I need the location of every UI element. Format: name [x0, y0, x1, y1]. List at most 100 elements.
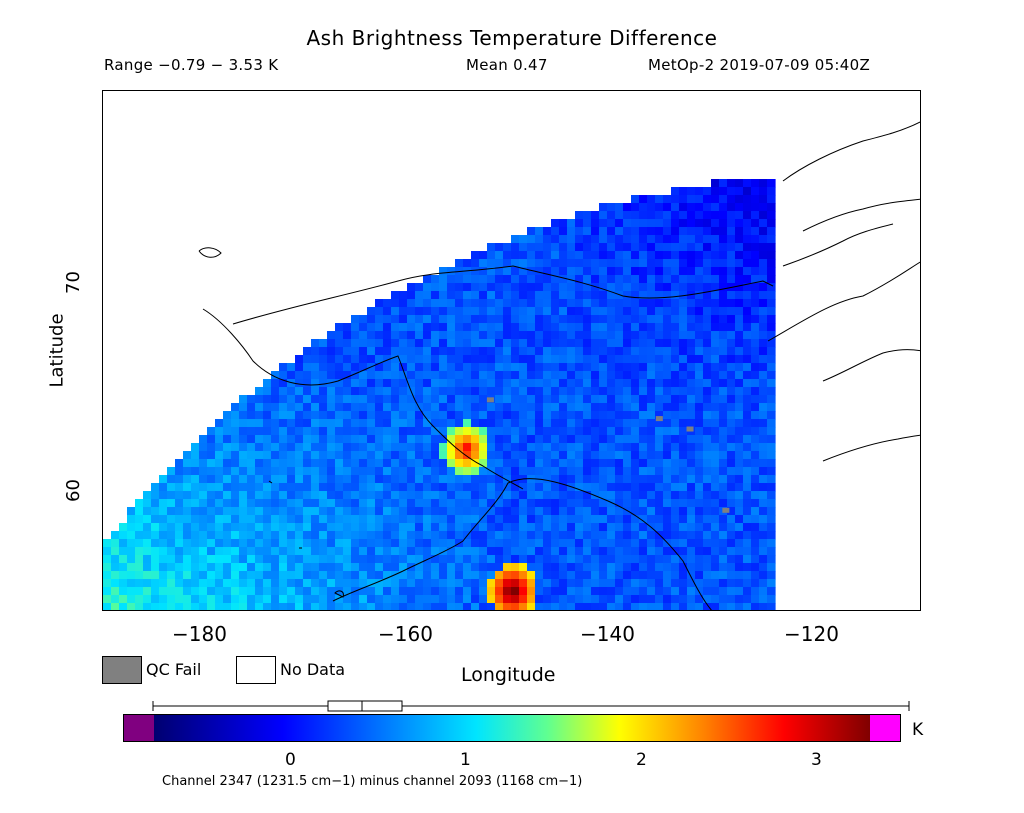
swath-cell: [719, 243, 728, 252]
swath-cell: [623, 307, 632, 316]
swath-cell: [383, 323, 392, 332]
swath-cell: [639, 291, 648, 300]
swath-cell: [631, 491, 640, 500]
swath-cell: [495, 507, 504, 516]
swath-cell: [367, 347, 376, 356]
swath-cell: [551, 267, 560, 276]
swath-cell: [279, 603, 288, 610]
swath-cell: [151, 555, 160, 564]
swath-cell: [431, 603, 440, 610]
swath-cell: [759, 315, 768, 324]
swath-cell: [727, 243, 736, 252]
swath-cell: [159, 555, 168, 564]
swath-cell: [191, 587, 200, 596]
swath-cell: [687, 275, 696, 284]
swath-cell: [759, 259, 768, 268]
swath-cell: [199, 563, 208, 572]
swath-cell: [655, 523, 664, 532]
swath-cell: [463, 379, 472, 388]
swath-cell: [383, 499, 392, 508]
swath-cell: [567, 403, 576, 412]
swath-cell: [623, 203, 632, 212]
swath-cell: [655, 347, 664, 356]
swath-cell: [383, 467, 392, 476]
swath-cell: [223, 595, 232, 604]
swath-cell: [423, 283, 432, 292]
swath-cell: [447, 451, 456, 460]
swath-cell: [135, 523, 144, 532]
swath-cell: [615, 587, 624, 596]
swath-cell: [679, 307, 688, 316]
swath-cell: [719, 411, 728, 420]
swath-cell: [767, 579, 776, 588]
swath-cell: [247, 531, 256, 540]
swath-cell: [231, 523, 240, 532]
swath-cell: [391, 339, 400, 348]
swath-cell: [423, 467, 432, 476]
swath-cell: [519, 355, 528, 364]
swath-cell: [407, 379, 416, 388]
swath-cell: [199, 595, 208, 604]
swath-cell: [463, 419, 472, 428]
swath-cell: [511, 547, 520, 556]
swath-cell: [535, 571, 544, 580]
swath-cell: [583, 387, 592, 396]
swath-cell: [447, 603, 456, 610]
swath-cell: [167, 595, 176, 604]
swath-cell: [423, 371, 432, 380]
swath-cell: [351, 411, 360, 420]
swath-cell: [607, 275, 616, 284]
swath-cell: [719, 371, 728, 380]
swath-cell: [679, 347, 688, 356]
swath-cell: [303, 595, 312, 604]
swath-cell: [567, 379, 576, 388]
swath-cell: [671, 315, 680, 324]
swath-cell: [671, 523, 680, 532]
swath-cell: [143, 587, 152, 596]
swath-cell: [271, 451, 280, 460]
swath-cell: [711, 259, 720, 268]
swath-cell: [519, 555, 528, 564]
swath-cell: [359, 371, 368, 380]
swath-cell: [559, 435, 568, 444]
swath-cell: [559, 475, 568, 484]
swath-cell: [167, 587, 176, 596]
coastline-segment: [822, 434, 920, 462]
swath-cell: [231, 467, 240, 476]
swath-cell: [647, 371, 656, 380]
swath-cell: [759, 299, 768, 308]
swath-cell: [615, 555, 624, 564]
swath-cell: [615, 395, 624, 404]
swath-cell: [415, 371, 424, 380]
swath-cell: [751, 563, 760, 572]
swath-cell: [455, 523, 464, 532]
swath-cell: [239, 539, 248, 548]
swath-cell: [671, 339, 680, 348]
swath-cell: [767, 547, 776, 556]
swath-cell: [135, 499, 144, 508]
swath-cell: [367, 443, 376, 452]
swath-cell: [559, 499, 568, 508]
swath-cell: [199, 499, 208, 508]
swath-cell: [183, 507, 192, 516]
swath-cell: [527, 539, 536, 548]
swath-cell: [239, 427, 248, 436]
swath-cell: [375, 299, 384, 308]
swath-cell: [527, 283, 536, 292]
swath-cell: [663, 211, 672, 220]
swath-cell: [703, 299, 712, 308]
swath-cell: [311, 491, 320, 500]
swath-cell: [671, 467, 680, 476]
swath-cell: [463, 603, 472, 610]
swath-cell: [767, 459, 776, 468]
swath-cell: [207, 515, 216, 524]
swath-cell: [615, 203, 624, 212]
swath-cell: [703, 603, 712, 610]
swath-cell: [263, 595, 272, 604]
qc-fail-pixel: [722, 507, 730, 513]
swath-cell: [383, 435, 392, 444]
swath-cell: [151, 603, 160, 610]
swath-cell: [239, 459, 248, 468]
swath-cell: [695, 451, 704, 460]
swath-cell: [319, 387, 328, 396]
